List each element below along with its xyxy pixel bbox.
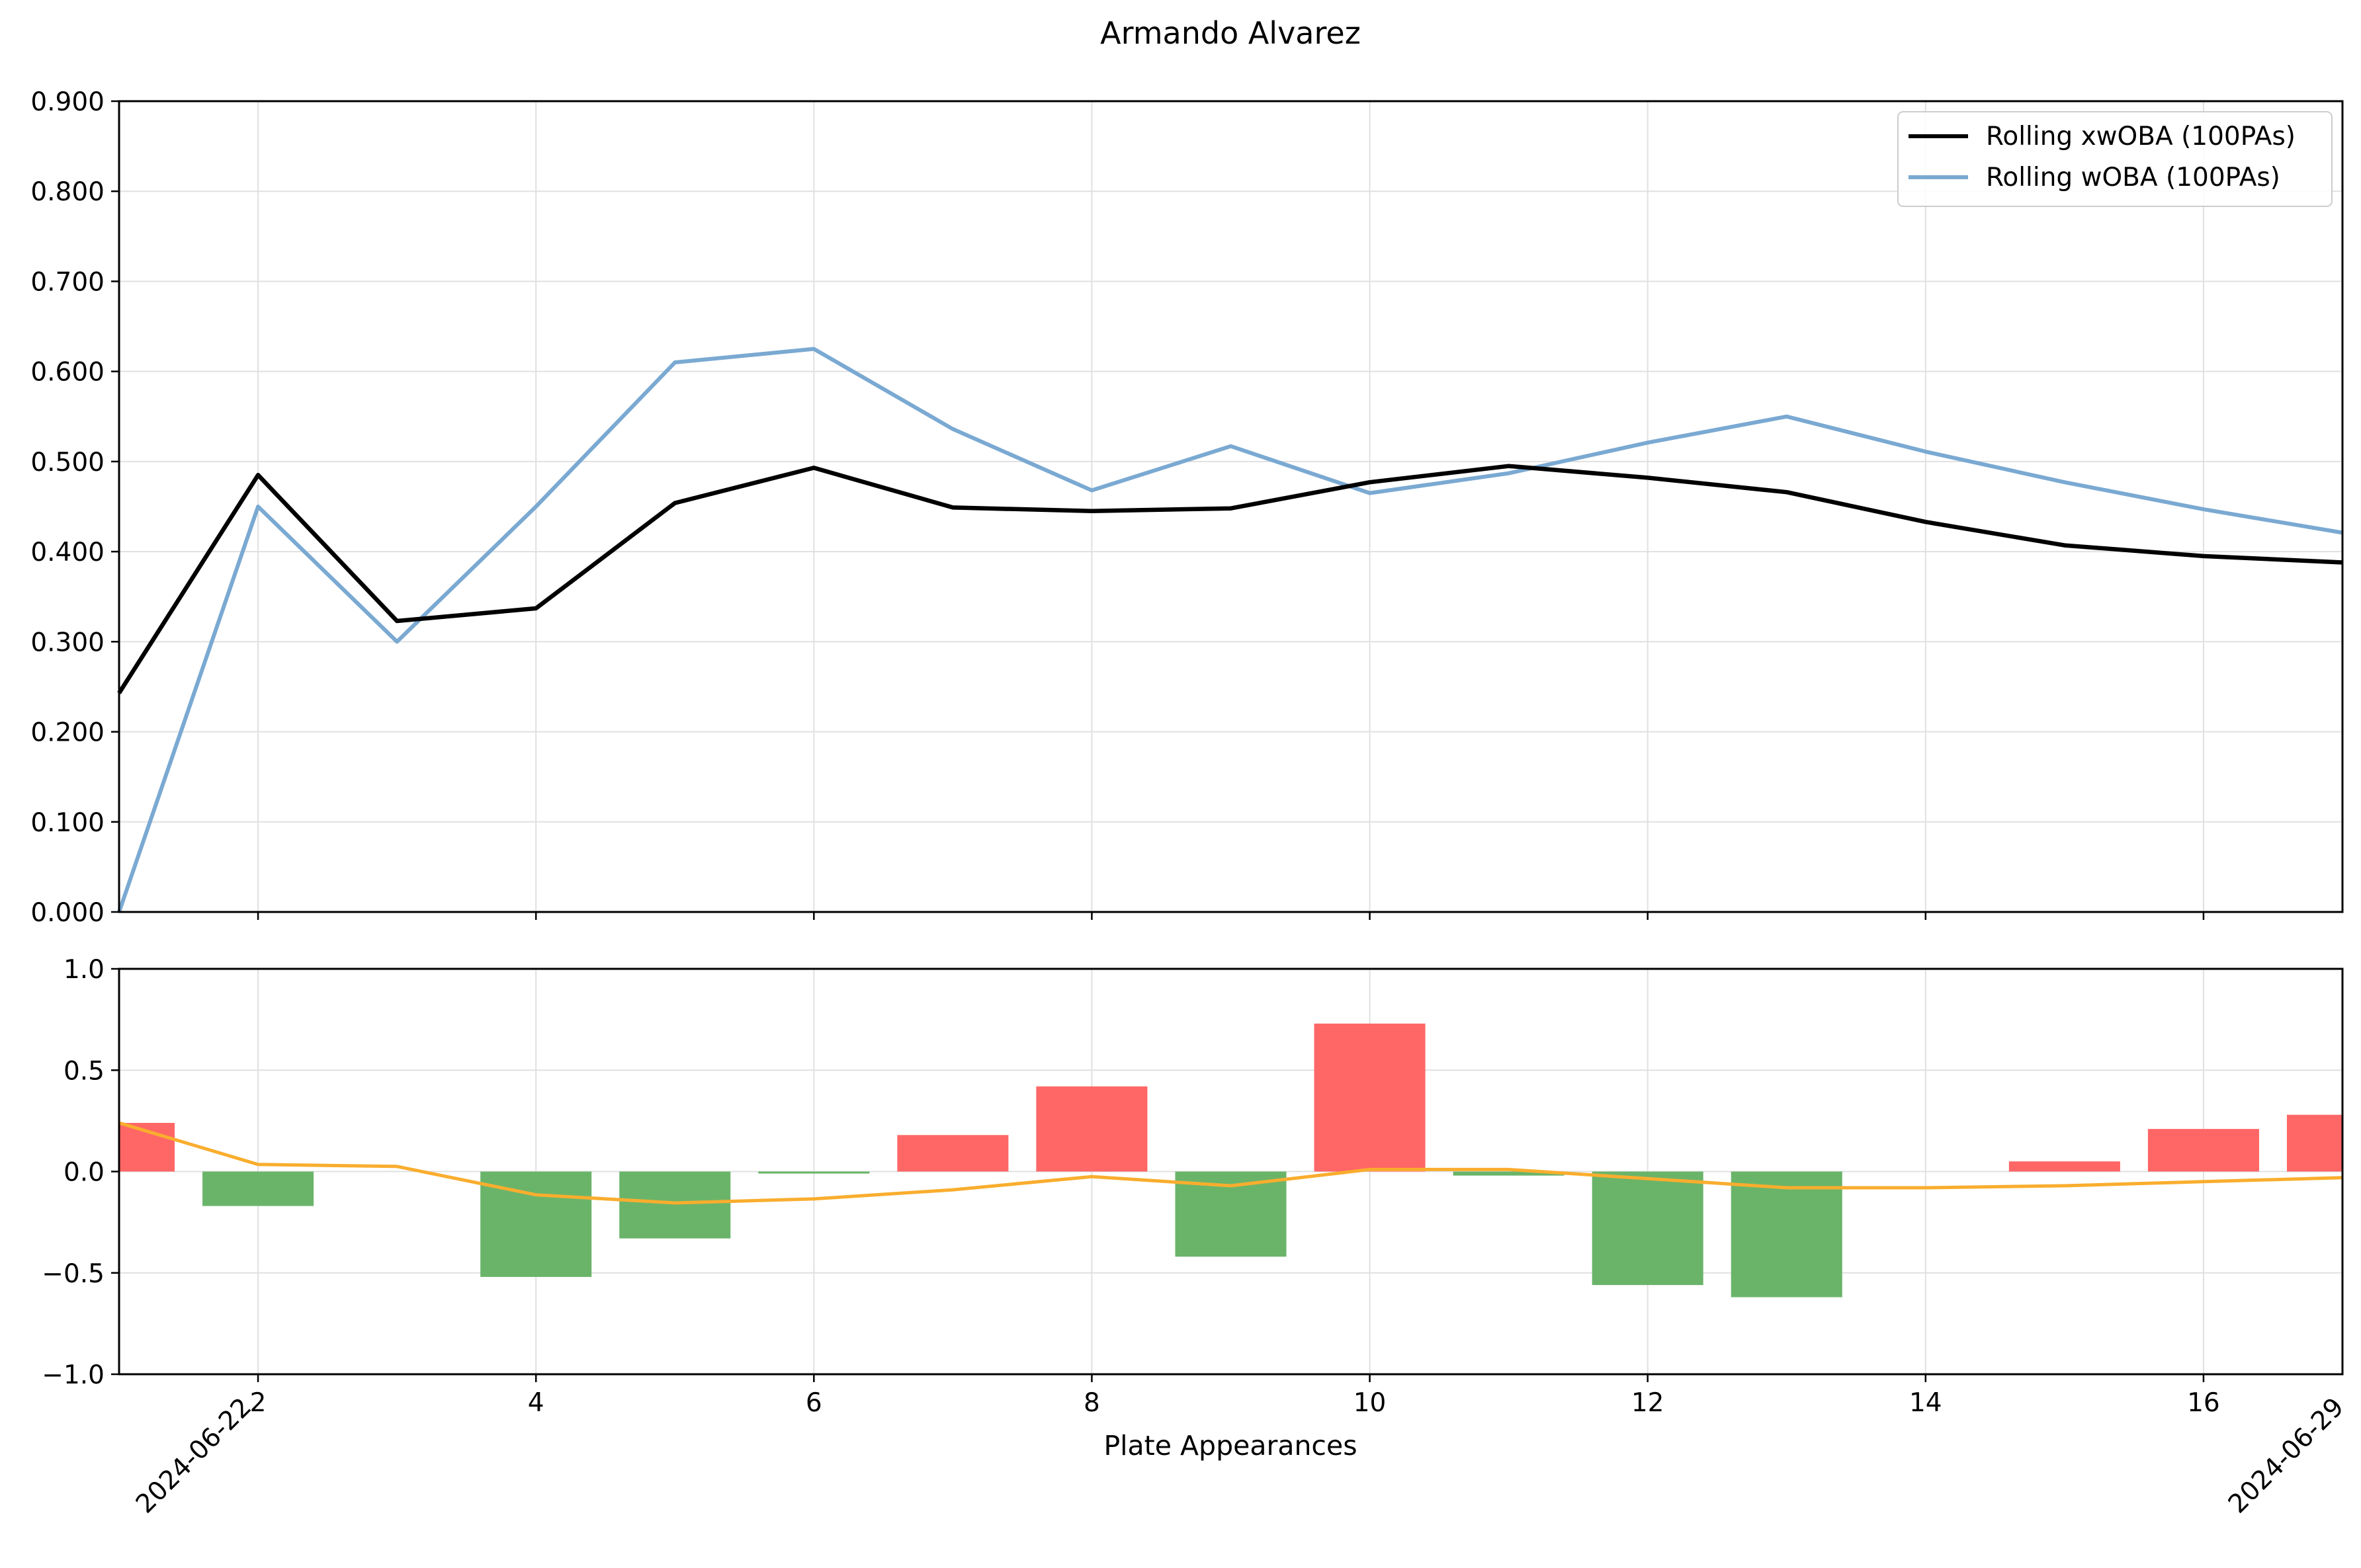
diff-bar bbox=[1036, 1086, 1148, 1172]
bottom-ytick-label: −0.5 bbox=[42, 1259, 105, 1289]
top-gridlines bbox=[119, 101, 2342, 913]
bottom-xtick-label: 8 bbox=[1084, 1388, 1100, 1418]
bottom-xtick-label: 6 bbox=[806, 1388, 822, 1418]
legend-label-woba: Rolling wOBA (100PAs) bbox=[1986, 163, 2280, 192]
diff-bar bbox=[1592, 1171, 1703, 1286]
xwoba-series-line bbox=[117, 464, 2343, 694]
top-ytick-label: 0.000 bbox=[30, 898, 105, 928]
diff-bar bbox=[1731, 1171, 1842, 1298]
diff-bar bbox=[619, 1171, 731, 1239]
bottom-xtick-label: 12 bbox=[1631, 1388, 1664, 1418]
diff-bar bbox=[2147, 1129, 2259, 1172]
legend: Rolling xwOBA (100PAs) Rolling wOBA (100… bbox=[1897, 111, 2333, 207]
top-ytick-label: 0.400 bbox=[30, 538, 105, 567]
woba-series-line bbox=[117, 347, 2343, 913]
top-plot: 0.000 0.100 0.200 0.300 0.400 0.500 0.600 0.700… bbox=[30, 87, 2344, 928]
rolling-diff-line bbox=[119, 1121, 2342, 1205]
bottom-xtick-label: 16 bbox=[2187, 1388, 2220, 1418]
top-ytick-label: 0.500 bbox=[30, 448, 105, 477]
top-ytick-label: 0.800 bbox=[30, 177, 105, 207]
bottom-rolling-line bbox=[119, 1121, 2342, 1205]
bottom-ytick-label: 1.0 bbox=[64, 955, 105, 985]
bottom-xtick-label: 10 bbox=[1353, 1388, 1387, 1418]
chart-title: Armando Alvarez bbox=[1100, 15, 1361, 51]
date-label-start: 2024-06-22 bbox=[130, 1392, 257, 1519]
diff-bar bbox=[202, 1171, 314, 1206]
diff-bar bbox=[1314, 1023, 1426, 1172]
x-axis-label: Plate Appearances bbox=[1103, 1430, 1357, 1462]
diff-bar bbox=[758, 1171, 870, 1174]
top-ytick-label: 0.300 bbox=[30, 628, 105, 657]
top-ytick-label: 0.700 bbox=[30, 267, 105, 297]
legend-label-xwoba: Rolling xwOBA (100PAs) bbox=[1986, 122, 2296, 151]
bottom-bars bbox=[119, 1023, 2342, 1298]
top-ytick-label: 0.100 bbox=[30, 808, 105, 838]
legend-box bbox=[1897, 111, 2333, 207]
top-ytick-label: 0.200 bbox=[30, 718, 105, 748]
bottom-axis-ticks: 1.0 0.5 0.0 −0.5 −1.0 2 4 6 8 10 12 14 16 bbox=[42, 955, 2219, 1418]
top-axis-ticks: 0.000 0.100 0.200 0.300 0.400 0.500 0.600 0.700… bbox=[30, 87, 2205, 928]
bottom-xtick-label: 4 bbox=[528, 1388, 544, 1418]
bottom-ytick-label: −1.0 bbox=[42, 1360, 105, 1390]
date-label-end: 2024-06-29 bbox=[2223, 1392, 2350, 1519]
bottom-xtick-label: 2 bbox=[250, 1388, 267, 1418]
top-ytick-label: 0.900 bbox=[30, 87, 105, 117]
diff-bar bbox=[2008, 1161, 2120, 1172]
diff-bar bbox=[480, 1171, 592, 1277]
bottom-ytick-label: 0.5 bbox=[64, 1056, 105, 1086]
diff-bar bbox=[1453, 1171, 1565, 1176]
top-plot-frame bbox=[118, 100, 2344, 913]
bottom-ytick-label: 0.0 bbox=[64, 1158, 105, 1188]
top-ytick-label: 0.600 bbox=[30, 358, 105, 388]
bottom-plot: 1.0 0.5 0.0 −0.5 −1.0 2 4 6 8 10 12 14 16 Plate Appe… bbox=[42, 955, 2350, 1519]
bottom-xtick-label: 14 bbox=[1909, 1388, 1942, 1418]
diff-bar bbox=[897, 1135, 1009, 1172]
top-series-lines bbox=[117, 347, 2343, 913]
diff-bar bbox=[2286, 1114, 2342, 1172]
